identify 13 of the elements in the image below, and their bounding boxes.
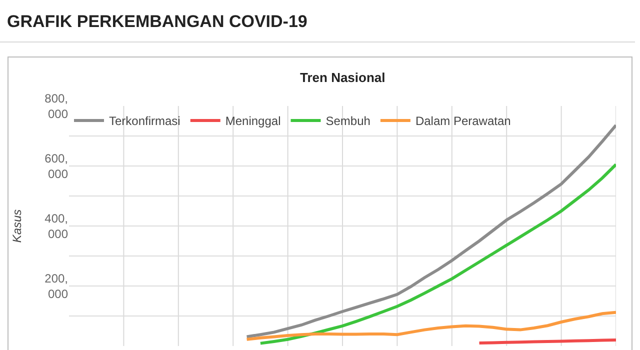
y-tick-label: 600,000 — [44, 151, 68, 181]
legend-label: Dalam Perawatan — [415, 114, 511, 128]
legend-label: Sembuh — [326, 114, 370, 128]
y-tick-label: 200,000 — [44, 271, 68, 301]
legend-label: Terkonfirmasi — [109, 114, 180, 128]
y-tick-label: 400,000 — [44, 211, 68, 241]
chart-subtitle: Tren Nasional — [300, 70, 386, 85]
y-tick-label: 800,000 — [44, 91, 68, 121]
y-axis-title: Kasus — [10, 209, 24, 243]
legend-label: Meninggal — [225, 114, 281, 128]
line-series — [258, 163, 616, 345]
chart-title: GRAFIK PERKEMBANGAN COVID-19 — [7, 12, 308, 31]
line-series — [245, 310, 616, 341]
